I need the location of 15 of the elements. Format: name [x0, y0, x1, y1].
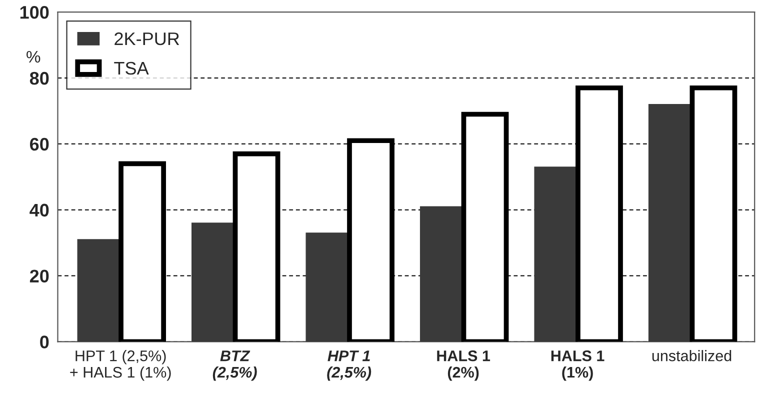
y-tick-label: 100 — [20, 6, 49, 19]
x-tick-label: BTZ (2,5%) — [212, 350, 257, 381]
y-tick-label: 60 — [30, 138, 49, 151]
x-tick-label: unstabilized — [652, 350, 732, 362]
x-tick-label: HPT 1 (2,5%) — [327, 350, 372, 381]
y-tick-label: 20 — [30, 270, 49, 282]
y-axis-title: % — [26, 50, 40, 63]
x-tick-label: HALS 1 (2%) — [437, 350, 490, 381]
y-tick-label: 0 — [40, 336, 49, 348]
x-tick-label: HPT 1 (2,5%) + HALS 1 (1%) — [70, 350, 171, 381]
legend-label: TSA — [114, 62, 149, 75]
y-tick-label: 40 — [30, 204, 49, 217]
x-tick-label: HALS 1 (1%) — [551, 350, 604, 381]
legend-label: 2K-PUR — [114, 32, 180, 46]
y-tick-label: 80 — [30, 72, 49, 85]
